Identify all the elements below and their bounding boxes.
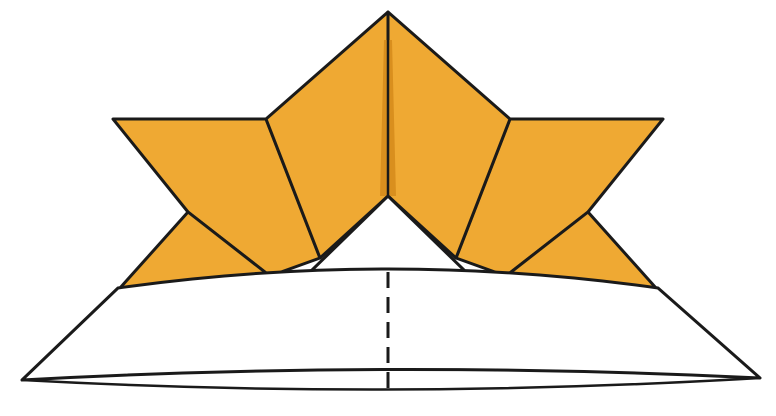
helmet-brim: [22, 269, 760, 380]
brim-inner-edge: [22, 378, 760, 390]
